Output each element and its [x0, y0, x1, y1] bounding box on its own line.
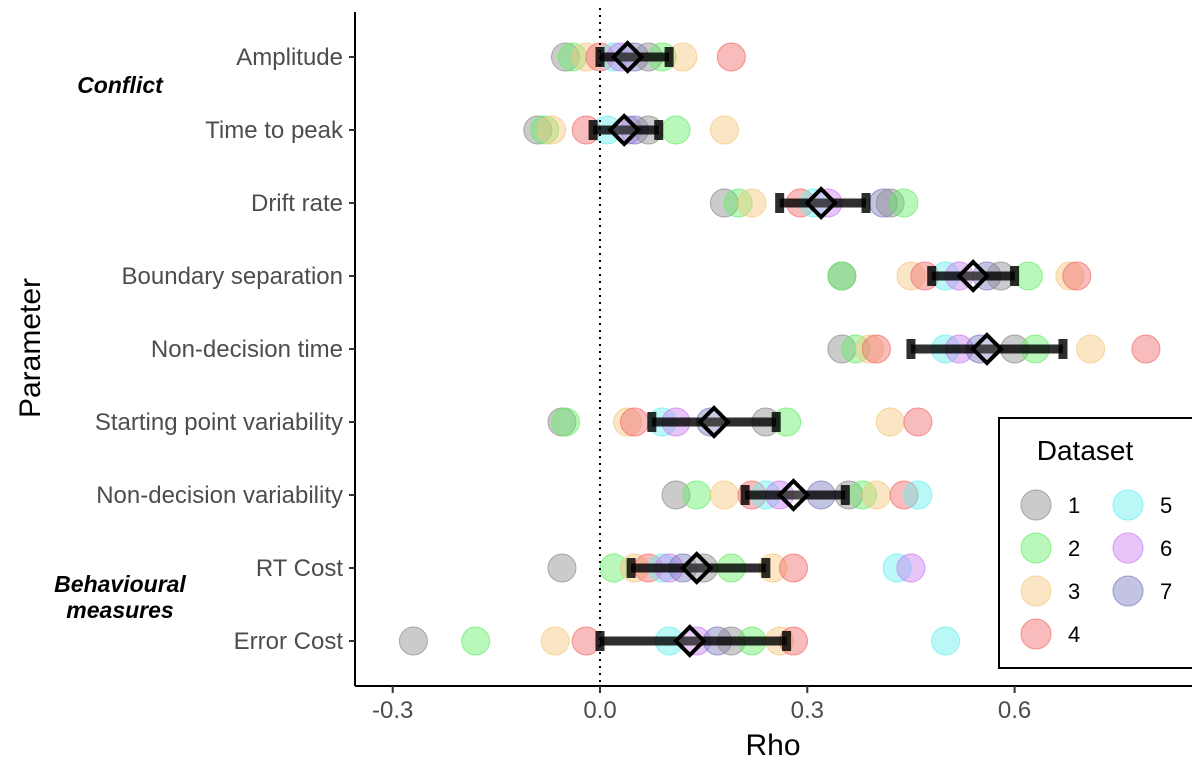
y-tick-label-time-to-peak: Time to peak	[205, 117, 344, 144]
x-tick-label-0: -0.3	[372, 697, 413, 724]
estimate-amplitude	[610, 40, 645, 74]
point-non-decision-time-9	[1076, 334, 1106, 364]
legend-label-3: 3	[1068, 579, 1080, 604]
point-starting-point-variability-10	[903, 407, 933, 437]
point-non-decision-time-2	[855, 334, 884, 364]
point-rt-cost-12	[896, 553, 926, 583]
legend-box	[998, 417, 1192, 669]
point-starting-point-variability-1	[551, 407, 580, 437]
legend-swatch-7	[1112, 575, 1144, 607]
estimate-error-cost	[673, 624, 707, 658]
legend-label-2: 2	[1068, 536, 1080, 561]
legend-swatch-2	[1020, 532, 1052, 564]
legend-swatch-6	[1112, 532, 1144, 564]
point-time-to-peak-9	[709, 115, 739, 145]
legend-swatch-1	[1020, 489, 1052, 521]
point-time-to-peak-1	[530, 115, 560, 145]
y-tick-label-amplitude: Amplitude	[236, 44, 343, 71]
estimate-markers	[607, 40, 1004, 658]
point-error-cost-1	[461, 626, 491, 656]
estimate-time-to-peak	[607, 113, 642, 147]
point-boundary-separation-1	[827, 261, 857, 291]
y-tick-label-starting-point-variability: Starting point variability	[95, 409, 343, 436]
estimate-drift-rate	[804, 186, 838, 220]
y-tick-label-boundary-separation: Boundary separation	[122, 263, 343, 290]
point-starting-point-variability-3	[620, 407, 649, 437]
y-tick-label-drift-rate: Drift rate	[251, 190, 343, 217]
estimate-rt-cost	[679, 551, 714, 585]
y-tick-label-non-decision-variability: Non-decision variability	[96, 482, 343, 509]
x-axis-title: Rho	[745, 729, 800, 761]
x-ticks: -0.3 0.0 0.3 0.6	[372, 686, 1031, 724]
point-starting-point-variability-2	[613, 407, 643, 437]
point-non-decision-time-10	[1131, 334, 1161, 364]
x-tick-label-1: 0.0	[583, 697, 616, 724]
point-rt-cost-0	[547, 553, 577, 583]
point-boundary-separation-10	[1062, 261, 1092, 291]
point-error-cost-11	[931, 626, 960, 656]
point-error-cost-0	[398, 626, 428, 656]
y-tick-label-error-cost: Error Cost	[234, 628, 344, 655]
x-tick-label-2: 0.3	[791, 697, 824, 724]
legend-swatch-3	[1020, 575, 1052, 607]
point-non-decision-time-3	[861, 334, 891, 364]
legend-swatch-5	[1112, 489, 1144, 521]
point-non-decision-variability-1	[682, 480, 712, 510]
point-non-decision-variability-0	[661, 480, 691, 510]
legend-items: 1 2 3 4 5 6 7	[1020, 489, 1172, 650]
estimate-boundary-separation	[956, 259, 990, 293]
point-boundary-separation-9	[1055, 261, 1085, 291]
y-axis-title: Parameter	[14, 278, 47, 418]
y-ticks: Amplitude Time to peak Drift rate Boundary …	[95, 44, 355, 655]
legend-title: Dataset	[1037, 435, 1134, 466]
confidence-intervals	[588, 47, 1068, 651]
legend-label-6: 6	[1160, 536, 1172, 561]
point-amplitude-0	[551, 42, 580, 72]
point-non-decision-variability-2	[709, 480, 739, 510]
legend-swatch-4	[1020, 618, 1052, 650]
estimate-non-decision-variability	[776, 478, 811, 512]
point-time-to-peak-2	[537, 115, 567, 145]
point-drift-rate-2	[737, 188, 767, 218]
point-non-decision-variability-9	[861, 480, 891, 510]
point-drift-rate-8	[889, 188, 919, 218]
legend-label-5: 5	[1160, 493, 1172, 518]
point-rt-cost-10	[779, 553, 808, 583]
point-non-decision-variability-11	[903, 480, 933, 510]
point-starting-point-variability-9	[875, 407, 905, 437]
y-tick-label-non-decision-time: Non-decision time	[151, 336, 343, 363]
point-amplitude-10	[716, 42, 746, 72]
legend-label-1: 1	[1068, 493, 1080, 518]
legend: Dataset 1 2 3 4 5 6 7	[998, 417, 1192, 669]
point-error-cost-2	[540, 626, 570, 656]
estimate-starting-point-variability	[697, 405, 731, 439]
estimate-non-decision-time	[970, 332, 1004, 366]
point-time-to-peak-8	[661, 115, 691, 145]
legend-label-7: 7	[1160, 579, 1172, 604]
group-label-behavioural: Behavioural measures	[54, 571, 186, 623]
y-tick-label-rt-cost: RT Cost	[256, 555, 343, 582]
x-tick-label-3: 0.6	[998, 697, 1031, 724]
legend-label-4: 4	[1068, 622, 1080, 647]
group-label-conflict: Conflict	[77, 72, 164, 98]
